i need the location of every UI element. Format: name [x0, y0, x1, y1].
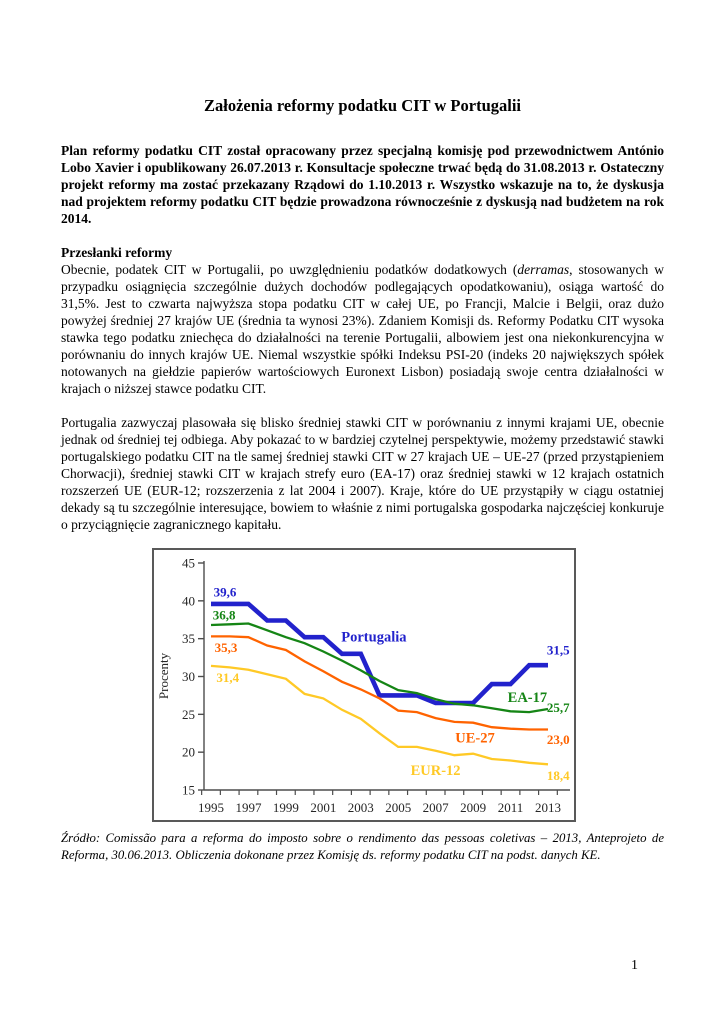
svg-text:Procenty: Procenty: [156, 652, 171, 699]
svg-text:UE-27: UE-27: [455, 730, 494, 746]
svg-text:20: 20: [182, 745, 195, 760]
svg-text:2007: 2007: [423, 800, 450, 815]
svg-text:45: 45: [182, 556, 195, 571]
paragraph-text: Obecnie, podatek CIT w Portugalii, po uw…: [61, 262, 518, 277]
svg-text:2001: 2001: [310, 800, 336, 815]
svg-text:EA-17: EA-17: [508, 690, 547, 706]
source-note: Źródło: Comissão para a reforma do impos…: [61, 831, 664, 862]
svg-text:18,4: 18,4: [547, 768, 570, 783]
svg-text:2005: 2005: [385, 800, 411, 815]
page-number: 1: [631, 958, 638, 973]
svg-text:36,8: 36,8: [213, 608, 236, 623]
svg-text:1995: 1995: [198, 800, 224, 815]
svg-text:31,5: 31,5: [547, 643, 570, 658]
italic-term: derramas: [517, 262, 570, 277]
svg-text:35,3: 35,3: [215, 640, 238, 655]
paragraph-text: , stosowanych w przypadku osiągnięcia sz…: [61, 262, 664, 396]
svg-text:2011: 2011: [498, 800, 524, 815]
svg-text:15: 15: [182, 783, 195, 798]
svg-text:25,7: 25,7: [547, 700, 570, 715]
svg-text:35: 35: [182, 631, 195, 646]
svg-text:2003: 2003: [348, 800, 374, 815]
cit-rate-chart-svg: 15 20 25 30 35 40 45 1995 1997 1999 2001 2003 2005 20…: [156, 556, 570, 816]
svg-text:2009: 2009: [460, 800, 486, 815]
svg-text:2013: 2013: [535, 800, 561, 815]
svg-text:30: 30: [182, 669, 195, 684]
svg-text:40: 40: [182, 593, 195, 608]
svg-text:1999: 1999: [273, 800, 299, 815]
paragraph-comparison: Portugalia zazwyczaj plasowała się blisk…: [61, 415, 664, 532]
page-title: Założenia reformy podatku CIT w Portugal…: [203, 96, 522, 115]
svg-text:1997: 1997: [235, 800, 262, 815]
page-content: Założenia reformy podatku CIT w Portugal…: [61, 0, 664, 863]
svg-text:39,6: 39,6: [214, 584, 237, 599]
section-heading: Przesłanki reformy: [61, 245, 173, 260]
cit-rate-chart: 15 20 25 30 35 40 45 1995 1997 1999 2001 2003 2005 20…: [152, 548, 576, 822]
svg-text:23,0: 23,0: [547, 732, 570, 747]
svg-text:31,4: 31,4: [216, 670, 239, 685]
paragraph-reform-rationale: Obecnie, podatek CIT w Portugalii, po uw…: [61, 261, 664, 397]
svg-text:Portugalia: Portugalia: [341, 630, 407, 646]
svg-text:25: 25: [182, 707, 195, 722]
svg-text:EUR-12: EUR-12: [411, 763, 461, 779]
intro-paragraph: Plan reformy podatku CIT został opracowa…: [61, 143, 664, 226]
